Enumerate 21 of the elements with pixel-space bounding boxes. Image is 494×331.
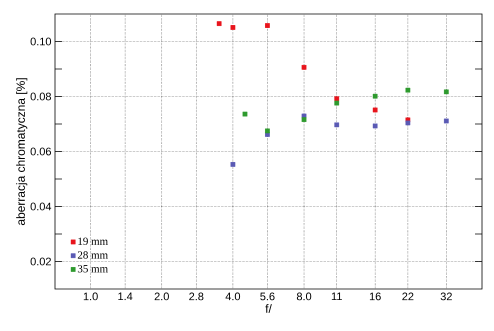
y-axis-title: aberracja chromatyczna [%] (16, 78, 28, 226)
y-tick-label: 0.08 (30, 92, 51, 100)
y-tick-label: 0.10 (30, 38, 52, 46)
x-tick-label: 1.4 (118, 292, 132, 300)
x-tick-label: 8.0 (296, 292, 312, 300)
x-tick-label: 5.6 (260, 292, 275, 300)
x-tick-label: 11 (332, 292, 342, 300)
x-axis-title: f/ (265, 304, 272, 313)
x-tick-label: 4.0 (226, 292, 240, 300)
legend-label: 19 mm (78, 238, 108, 245)
x-tick-label: 22 (402, 292, 414, 300)
x-tick-label: 1.0 (84, 292, 98, 300)
y-tick-label: 0.02 (30, 258, 51, 266)
x-tick-label: 16 (370, 292, 381, 300)
legend-label: 35 mm (78, 265, 108, 272)
x-tick-label: 2.0 (154, 292, 169, 300)
y-tick-label: 0.04 (30, 202, 52, 210)
x-tick-label: 32 (440, 292, 452, 300)
x-tick-label: 2.8 (189, 292, 204, 300)
legend-label: 28 mm (78, 251, 108, 259)
y-tick-label: 0.06 (30, 148, 51, 156)
